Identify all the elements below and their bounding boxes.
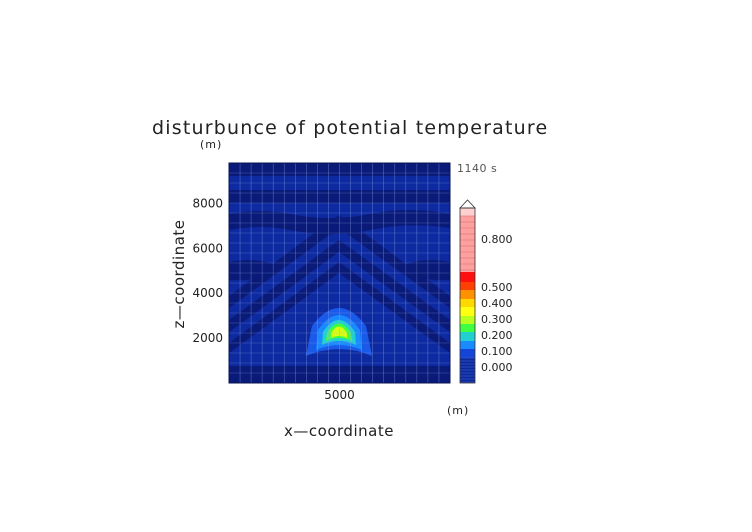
plot-grid — [229, 163, 450, 383]
contour-band — [229, 260, 282, 281]
colorbar-tick-label: 0.400 — [481, 297, 513, 310]
y-axis-label: z—coordinate — [170, 220, 188, 329]
y-axis-unit: (m) — [200, 138, 222, 151]
colorbar-tick-label: 0.100 — [481, 345, 513, 358]
colorbar-swatch — [460, 307, 475, 316]
bubble-contour — [331, 326, 347, 338]
y-tick-label: 4000 — [192, 286, 223, 300]
colorbar-swatch — [460, 282, 475, 290]
x-axis-label: x—coordinate — [284, 422, 394, 440]
colorbar-swatch — [460, 299, 475, 307]
time-label: 1140 s — [457, 162, 497, 175]
colorbar-tick-label: 0.500 — [481, 281, 513, 294]
colorbar-swatch — [460, 324, 475, 332]
colorbar-swatch — [460, 332, 475, 341]
contour-band — [398, 260, 450, 281]
colorbar-tick-labels: 0.000 0.100 0.200 0.300 0.400 0.500 0.800 — [481, 233, 513, 374]
x-tick-label: 5000 — [324, 388, 355, 402]
colorbar-swatch — [460, 341, 475, 349]
colorbar-overflow-arrow — [459, 199, 476, 209]
y-tick-label: 6000 — [192, 241, 223, 255]
y-tick-labels: 2000 4000 6000 8000 — [192, 196, 223, 345]
colorbar-frame — [459, 207, 476, 384]
colorbar-swatch — [460, 349, 475, 358]
y-tick-label: 2000 — [192, 331, 223, 345]
colorbar — [459, 199, 476, 384]
chart-title: disturbunce of potential temperature — [152, 117, 548, 139]
y-tick-label: 8000 — [192, 196, 223, 210]
x-axis-unit: (m) — [447, 404, 469, 417]
colorbar-swatch — [460, 208, 475, 216]
colorbar-swatch — [460, 316, 475, 324]
contour-field — [229, 163, 450, 383]
colorbar-swatch — [460, 290, 475, 299]
plot-frame — [228, 162, 451, 384]
colorbar-tick-label: 0.800 — [481, 233, 513, 246]
colorbar-tick-label: 0.300 — [481, 313, 513, 326]
colorbar-swatch — [460, 272, 475, 282]
colorbar-tick-label: 0.200 — [481, 329, 513, 342]
colorbar-swatch — [460, 216, 475, 272]
x-tick-labels: 5000 — [324, 388, 355, 402]
colorbar-tick-label: 0.000 — [481, 361, 513, 374]
